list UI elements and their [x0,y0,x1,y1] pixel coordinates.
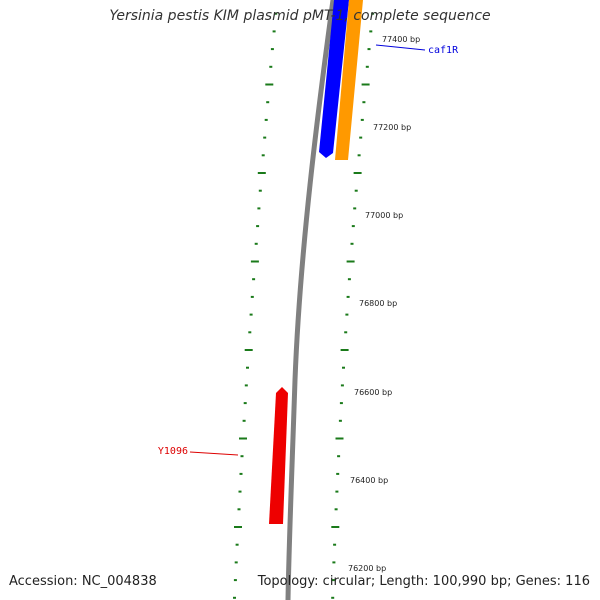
inner-tick-marks [233,12,278,599]
map-title: Yersinia pestis KIM plasmid pMT-1, compl… [109,8,491,24]
plasmid-backbone [285,0,336,600]
ruler-label-77000: 77000 bp [365,211,403,220]
gene-feature-caf1r[interactable] [319,0,349,158]
ruler-label-76200: 76200 bp [348,564,386,573]
gene-label-caf1r[interactable]: caf1R [428,45,459,56]
ruler-label-76800: 76800 bp [359,299,397,308]
gene-label-y1096[interactable]: Y1096 [158,446,188,457]
sequence-summary: Topology: circular; Length: 100,990 bp; … [257,574,590,589]
outer-tick-marks [331,12,375,599]
ruler-label-77400: 77400 bp [382,35,420,44]
y1096-callout-line [189,451,239,456]
ruler-label-77200: 77200 bp [373,123,411,132]
gene-feature-orange[interactable] [335,0,363,160]
accession-text: Accession: NC_004838 [9,574,157,589]
gene-feature-y1096[interactable] [269,387,288,524]
caf1r-callout-line [375,44,426,51]
ruler-label-76600: 76600 bp [354,388,392,397]
ruler-label-76400: 76400 bp [350,476,388,485]
